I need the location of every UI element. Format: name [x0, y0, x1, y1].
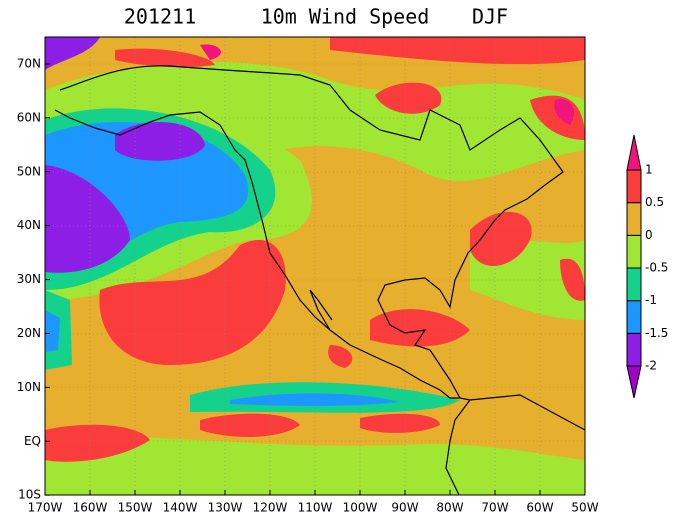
lon-tick-label: 90W — [391, 501, 418, 515]
colorbar-box — [626, 234, 642, 269]
lon-tick-label: 140W — [163, 501, 198, 515]
lat-tick-label: 30N — [17, 272, 41, 286]
title-variable: 10m Wind Speed — [261, 5, 430, 29]
lat-tick-label: 70N — [17, 56, 41, 70]
colorbar-label: -1 — [645, 293, 657, 307]
lon-tick-label: 120W — [253, 501, 288, 515]
lat-tick-label: 50N — [17, 164, 41, 178]
colorbar: -2 -1.5 -1 -0.5 0 0.5 1 — [626, 134, 668, 399]
colorbar-label: 0 — [645, 228, 653, 242]
colorbar-box — [626, 332, 642, 367]
colorbar-box — [626, 267, 642, 302]
title-date: 201211 — [124, 5, 196, 29]
lat-tick-label: EQ — [24, 434, 41, 448]
lat-tick-label: 10S — [18, 488, 41, 502]
lon-tick-label: 80W — [436, 501, 463, 515]
lon-tick-label: 50W — [571, 501, 598, 515]
lat-tick-label: 40N — [17, 218, 41, 232]
lon-tick-label: 70W — [481, 501, 508, 515]
colorbar-label: 0.5 — [645, 195, 664, 209]
lon-tick-label: 110W — [298, 501, 333, 515]
map-field — [45, 37, 585, 495]
lon-tick-label: 160W — [73, 501, 108, 515]
lon-tick-label: 60W — [526, 501, 553, 515]
lon-tick-label: 100W — [343, 501, 378, 515]
colorbar-over — [626, 134, 642, 171]
colorbar-box — [626, 202, 642, 236]
colorbar-label: -2 — [645, 359, 657, 373]
colorbar-box — [626, 169, 642, 204]
lon-tick-label: 150W — [118, 501, 153, 515]
title-season: DJF — [472, 5, 508, 29]
colorbar-box — [626, 300, 642, 334]
colorbar-under — [626, 365, 642, 399]
graticule — [45, 37, 585, 495]
colorbar-label: -0.5 — [645, 261, 668, 275]
colorbar-label: 1 — [645, 163, 653, 177]
lat-tick-label: 60N — [17, 110, 41, 124]
lon-tick-label: 130W — [208, 501, 243, 515]
lon-tick-label: 170W — [28, 501, 63, 515]
lat-tick-label: 10N — [17, 380, 41, 394]
colorbar-label: -1.5 — [645, 326, 668, 340]
lat-tick-label: 20N — [17, 326, 41, 340]
